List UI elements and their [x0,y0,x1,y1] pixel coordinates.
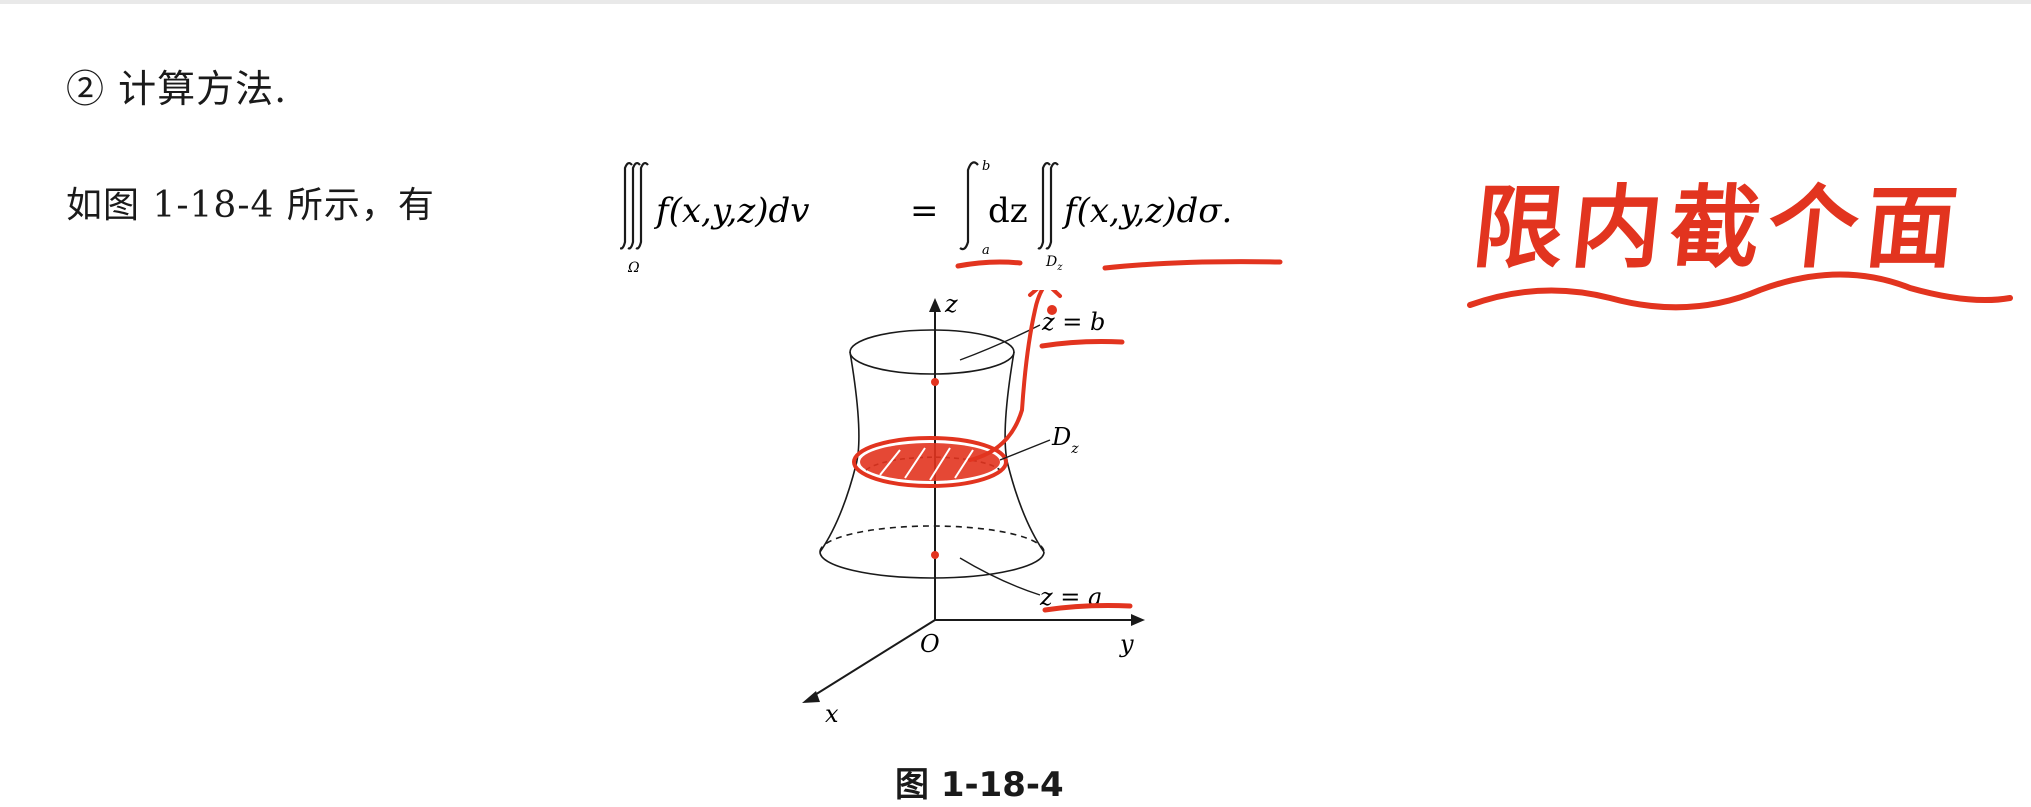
integral-lower-limit: a [982,243,990,258]
equals-sign: = [910,191,939,231]
integral-upper-limit: b [982,159,990,174]
pen-underline-1 [955,259,1023,269]
region-omega: Ω [627,260,640,276]
single-integral-sign [959,161,979,251]
pen-underline-2 [1102,259,1283,271]
pen-dot-near-b [1047,305,1057,315]
intro-text: 如图 1-18-4 所示，有 [66,185,435,226]
y-axis-label: y [1119,630,1134,658]
x-axis-label: x [825,700,839,728]
z-axis-arrow [929,298,941,312]
pen-dot-top [931,378,939,386]
y-axis-arrow [1131,614,1145,626]
section-heading: ② 计算方法. [66,67,288,111]
triple-integral-formula: Ω f(x,y,z)dv = b a dz Dz f(x,y,z)dσ. [620,159,1283,276]
region-dz: Dz [1045,254,1063,273]
pen-arrow-head [1028,290,1062,298]
triple-integral-sign [620,161,649,250]
label-slice-dz: Dz [1051,423,1079,457]
pen-arrow [968,290,1045,462]
figure-caption: 图 1-18-4 [895,765,1064,805]
dz-term: dz [988,191,1028,231]
pen-underline-a [1042,603,1133,613]
top-border [0,0,2031,4]
origin-label: O [920,630,940,658]
x-axis-arrow [802,691,820,703]
solid-figure: z y x O z = b Dz z = a [802,290,1145,728]
rhs-integrand: f(x,y,z)dσ. [1061,191,1232,231]
double-integral-sign [1037,161,1059,250]
slice-dz-outline [852,436,1008,488]
slice-hatching [879,447,974,481]
axes [809,305,1135,699]
slice-dz-highlight [860,443,1000,481]
annotation-underline [1467,271,2013,311]
pen-underline-b [1039,339,1125,349]
z-axis-label: z [944,290,958,318]
pen-dot-bottom [931,551,939,559]
lhs-integrand: f(x,y,z)dv [653,191,809,231]
